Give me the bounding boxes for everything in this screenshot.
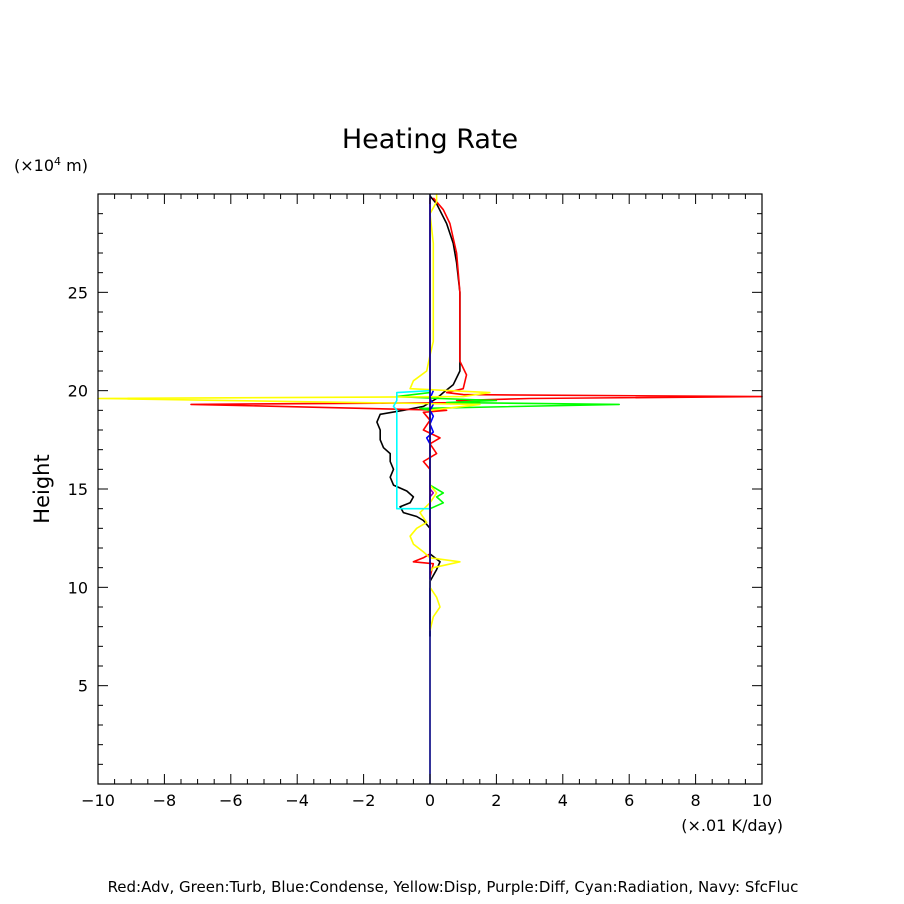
y-tick-label: 5 [78, 677, 88, 696]
series-layer [97, 194, 763, 784]
y-tick-label: 20 [68, 382, 88, 401]
tick-layer [97, 194, 763, 784]
y-unit-prefix: (×10 [14, 156, 54, 175]
x-tick-label: 8 [691, 791, 701, 810]
x-tick-label: −6 [219, 791, 243, 810]
x-unit-label: (×.01 K/day) [681, 816, 783, 835]
series-line-4 [425, 390, 435, 445]
series-line-1 [376, 195, 461, 637]
series-line-3 [396, 391, 620, 519]
x-tick-label: −8 [153, 791, 177, 810]
tick-label-layer: −10 −8 −6 −4 −2 0 2 4 6 8 10 5 10 15 20 25 [68, 283, 773, 810]
x-tick-label: −4 [285, 791, 309, 810]
y-unit-label: (×104 m) [14, 155, 88, 175]
y-tick-label: 15 [68, 480, 88, 499]
y-tick-label: 10 [68, 578, 88, 597]
series-line-2 [190, 197, 763, 578]
series-line-7 [392, 389, 431, 510]
x-tick-label: 6 [624, 791, 634, 810]
series-line-5 [97, 194, 491, 631]
y-unit-suffix: m) [61, 156, 88, 175]
plot-frame [97, 193, 763, 785]
x-tick-label: 2 [491, 791, 501, 810]
y-tick-label: 25 [68, 283, 88, 302]
x-tick-label: 0 [425, 791, 435, 810]
y-unit-exponent: 4 [54, 155, 61, 168]
x-tick-label: −10 [81, 791, 115, 810]
x-tick-label: −2 [352, 791, 376, 810]
y-axis-title: Height [30, 454, 54, 523]
x-tick-label: 4 [558, 791, 568, 810]
legend-text: Red:Adv, Green:Turb, Blue:Condense, Yell… [108, 878, 799, 896]
chart-title: Heating Rate [342, 124, 518, 155]
x-tick-label: 10 [752, 791, 772, 810]
